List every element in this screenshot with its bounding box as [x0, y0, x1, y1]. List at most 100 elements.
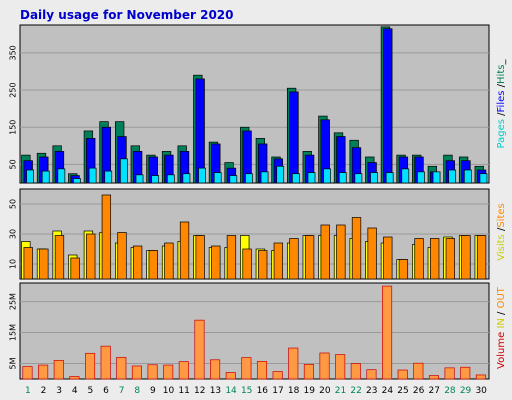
side-label-top-part-3: / [496, 83, 507, 90]
side-label-middle: Visits /Sites [496, 203, 507, 261]
x-tick-label-day-14: 14 [225, 386, 237, 396]
bar-kbytes-day-27 [428, 375, 440, 380]
bar-sites-day-27 [430, 238, 440, 280]
bar-kbytes-day-21 [335, 354, 346, 380]
x-tick-label-day-6: 6 [103, 386, 109, 396]
x-tick-label-day-9: 9 [150, 386, 156, 396]
bar-kbytes-day-8 [131, 365, 142, 380]
bar-sites-day-25 [398, 259, 409, 280]
bar-sites-day-28 [445, 238, 455, 280]
x-tick-label-day-3: 3 [56, 386, 62, 396]
bar-files-day-24 [383, 28, 393, 184]
bar-sites-day-16 [258, 250, 268, 280]
side-label-bottom-part-0: Volume [496, 332, 507, 369]
chart-title: Daily usage for November 2020 [20, 8, 234, 22]
bar-pages-day-5 [88, 167, 97, 184]
bar-kbytes-day-28 [444, 367, 455, 380]
bar-pages-day-30 [479, 173, 488, 184]
bar-pages-day-14 [229, 175, 238, 184]
x-tick-label-day-27: 27 [429, 386, 440, 396]
bar-files-day-12 [195, 78, 205, 184]
bar-sites-day-6 [101, 194, 112, 280]
x-tick-label-day-29: 29 [460, 386, 472, 396]
side-label-bottom: Volume IN / OUT [496, 286, 507, 369]
bar-kbytes-day-23 [366, 369, 377, 380]
side-label-middle-part-1: / [496, 227, 507, 234]
bar-pages-day-3 [57, 168, 66, 184]
bar-kbytes-day-22 [350, 363, 361, 380]
bar-sites-day-4 [70, 257, 80, 280]
bar-kbytes-day-16 [256, 361, 268, 380]
x-tick-label-day-1: 1 [25, 386, 31, 396]
x-tick-label-day-26: 26 [413, 386, 425, 396]
x-tick-label-day-24: 24 [382, 386, 394, 396]
panel-frame-volume [19, 282, 490, 380]
bar-sites-day-10 [164, 242, 174, 280]
y-tick-label: 15M [9, 324, 18, 341]
bar-kbytes-day-24 [382, 285, 393, 380]
bar-kbytes-day-12 [194, 319, 205, 380]
bar-sites-day-17 [273, 242, 283, 280]
x-tick-label-day-23: 23 [366, 386, 377, 396]
bar-kbytes-day-25 [397, 369, 408, 380]
side-label-top-part-2: Files [496, 91, 507, 113]
bar-pages-day-21 [338, 172, 347, 184]
y-tick-label: 25M [9, 293, 18, 310]
bar-sites-day-9 [148, 250, 158, 280]
bar-sites-day-20 [320, 224, 330, 280]
bar-kbytes-day-29 [460, 366, 471, 380]
bar-sites-day-15 [242, 248, 252, 280]
side-label-middle-part-0: Visits [496, 234, 507, 261]
x-tick-label-day-12: 12 [194, 386, 205, 396]
x-tick-label-day-4: 4 [72, 386, 78, 396]
bar-kbytes-day-14 [225, 372, 236, 380]
x-tick-label-day-10: 10 [163, 386, 175, 396]
x-tick-label-day-2: 2 [41, 386, 47, 396]
x-tick-label-day-5: 5 [87, 386, 93, 396]
y-tick-label: 30 [9, 229, 18, 239]
bar-kbytes-day-7 [116, 356, 127, 380]
bar-pages-day-19 [307, 172, 316, 184]
side-label-top-part-5: _ [496, 59, 507, 66]
bar-sites-day-11 [179, 221, 190, 280]
x-tick-label-day-22: 22 [350, 386, 361, 396]
bar-sites-day-23 [367, 227, 377, 280]
y-tick-label: 250 [9, 82, 18, 97]
bar-pages-day-4 [73, 178, 81, 184]
bar-sites-day-29 [461, 235, 471, 280]
side-label-top-part-4: Hits [496, 65, 507, 84]
panel-volume: 5M 15M 25M [9, 282, 490, 380]
x-tick-label-day-18: 18 [288, 386, 300, 396]
bar-kbytes-day-3 [53, 360, 64, 380]
bar-pages-day-18 [291, 173, 300, 184]
bar-pages-day-7 [120, 158, 128, 184]
side-label-top: Pages /Files /Hits_ [496, 59, 507, 149]
bar-kbytes-day-2 [38, 364, 49, 380]
side-label-top-part-1: / [496, 112, 507, 119]
bar-kbytes-day-11 [178, 361, 189, 380]
bar-kbytes-day-15 [241, 357, 252, 380]
bar-sites-day-19 [304, 235, 315, 280]
bar-pages-day-29 [463, 169, 472, 184]
bar-pages-day-24 [385, 172, 394, 184]
bar-pages-day-1 [26, 169, 34, 184]
side-label-bottom-part-3: OUT [496, 286, 507, 311]
bar-sites-day-24 [383, 236, 393, 280]
bar-sites-day-8 [132, 245, 143, 280]
chart-panels: 50 150 250 350 10 30 50 5M 15M 25M [9, 24, 490, 380]
side-label-top-part-0: Pages [496, 119, 507, 148]
bar-kbytes-day-6 [100, 345, 111, 380]
bar-pages-day-27 [432, 171, 441, 184]
x-tick-label-day-20: 20 [319, 386, 331, 396]
x-tick-label-day-7: 7 [119, 386, 125, 396]
bar-pages-day-16 [260, 171, 269, 184]
bar-kbytes-day-4 [69, 376, 80, 380]
bar-kbytes-day-18 [288, 347, 299, 380]
panel-visits-sites: 10 30 50 [9, 188, 490, 280]
bar-pages-day-9 [151, 175, 160, 184]
bar-kbytes-day-30 [475, 374, 486, 380]
bar-pages-day-6 [104, 170, 113, 184]
x-axis-day-labels: 1 2 3 4 5 6 7 8 9 10 11 12 13 14 15 16 17 18 19 20 21 22 23 24 2… [25, 386, 487, 396]
